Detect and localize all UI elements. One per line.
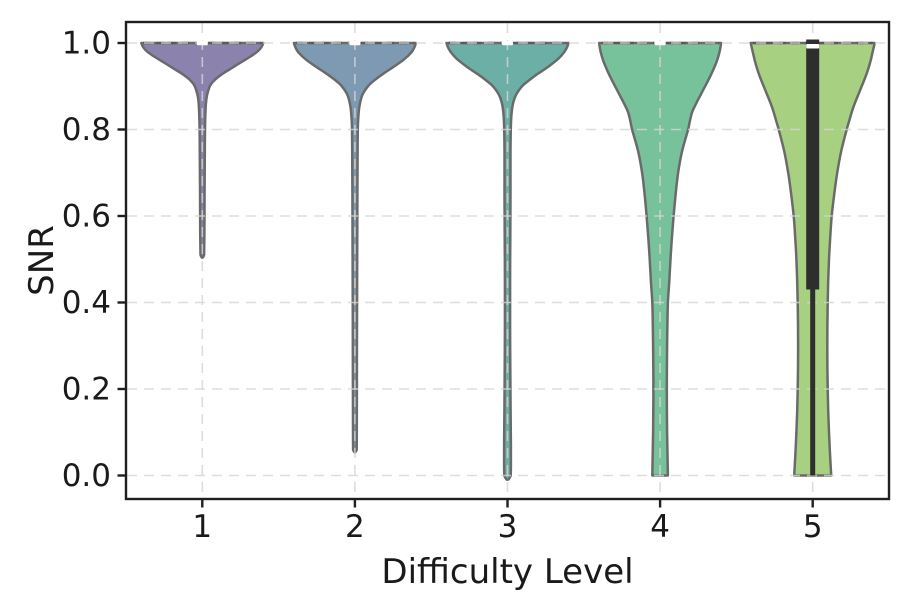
median-tick-level-3 (502, 40, 513, 46)
box-and-median-overlays (196, 39, 820, 476)
x-tick-label-1: 1 (192, 509, 212, 545)
iqr-box-level-5 (806, 39, 820, 290)
violin-body-level-4 (597, 41, 723, 477)
x-axis-label: Difficulty Level (381, 552, 633, 592)
whisker-level-5 (810, 289, 816, 476)
x-tick-label-5: 5 (803, 509, 823, 545)
y-axis-label: SNR (22, 225, 62, 296)
y-tick-label-0.4: 0.4 (62, 285, 111, 321)
median-tick-level-1 (196, 40, 208, 46)
tick-labels: 0.0 0.2 0.4 0.6 0.8 1.0 1 2 3 4 5 (62, 26, 823, 546)
median-tick-level-2 (349, 40, 361, 46)
y-tick-label-0.0: 0.0 (62, 458, 111, 494)
x-tick-label-4: 4 (650, 509, 670, 545)
y-tick-label-0.8: 0.8 (62, 112, 111, 148)
x-tick-label-3: 3 (498, 509, 518, 545)
y-tick-label-0.2: 0.2 (62, 372, 111, 408)
median-tick-level-4 (654, 40, 666, 46)
axes-spines-and-ticks (117, 20, 891, 508)
median-tick-level-5 (806, 44, 820, 49)
y-tick-label-0.6: 0.6 (62, 199, 111, 235)
y-tick-label-1.0: 1.0 (62, 26, 111, 62)
gridlines (127, 23, 888, 498)
x-tick-label-2: 2 (345, 509, 365, 545)
